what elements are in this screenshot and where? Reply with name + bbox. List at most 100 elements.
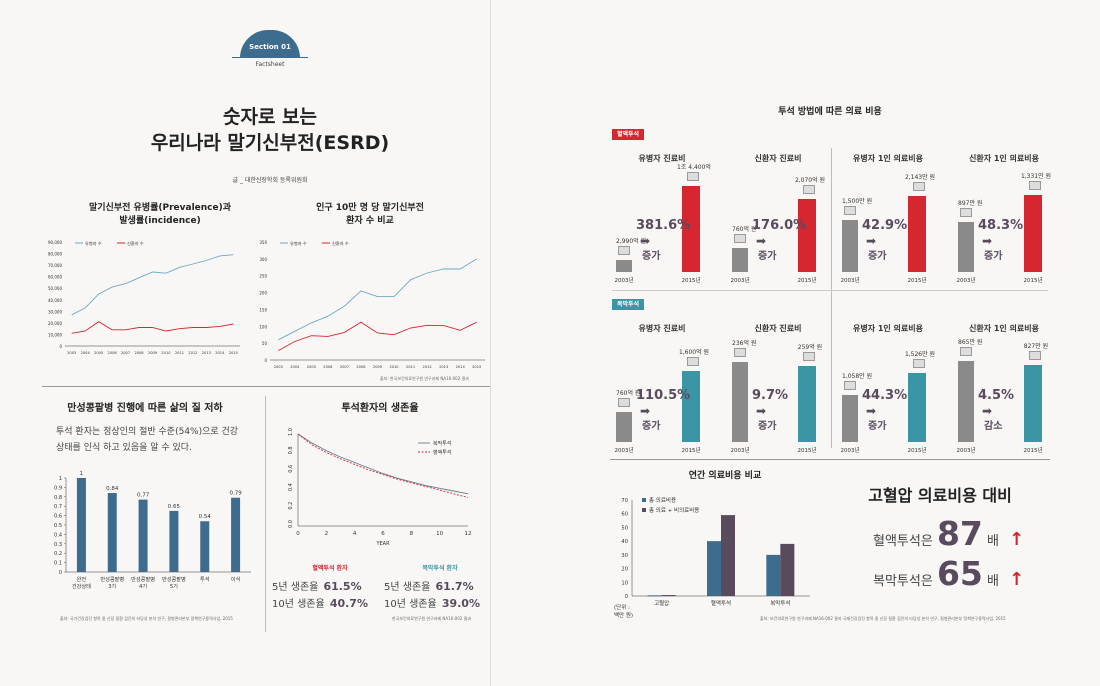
x-tick-label: 2007 bbox=[340, 365, 349, 369]
cost-group-title: 유병자 1인 의료비용 bbox=[852, 154, 924, 163]
bar-2015 bbox=[908, 373, 926, 442]
y-tick-label: 0 bbox=[59, 570, 62, 576]
document-icon bbox=[1029, 180, 1041, 190]
cost-from-value: 760억 원 bbox=[732, 225, 757, 233]
document-icon bbox=[618, 245, 630, 255]
y-tick-label: 0.5 bbox=[54, 523, 62, 529]
pd-10yr-value: 39.0% bbox=[441, 597, 480, 610]
per100k-title-line1: 인구 10만 명 당 말기신부전 bbox=[316, 203, 424, 213]
y-tick-label: 50,000 bbox=[48, 286, 62, 291]
cost-from-value: 760억 원 bbox=[616, 389, 641, 397]
y-tick-label: 60,000 bbox=[48, 275, 62, 280]
x-tick-label: 2013 bbox=[202, 351, 211, 355]
divider-left-vertical bbox=[265, 396, 266, 632]
bar-2015 bbox=[908, 196, 926, 272]
hd-10yr-label: 10년 생존율 bbox=[272, 599, 325, 610]
y-tick-label: 0.0 bbox=[288, 520, 294, 528]
hd-survival-stats: 5년 생존율 61.5% 10년 생존율 40.7% bbox=[272, 575, 372, 610]
document-icon bbox=[803, 352, 815, 362]
bar-2015 bbox=[798, 198, 816, 272]
qol-data-label: 0.65 bbox=[168, 504, 181, 510]
y-tick-label: 0.4 bbox=[288, 483, 294, 491]
document-icon bbox=[803, 184, 815, 194]
x-tick-label: 10 bbox=[436, 531, 443, 537]
x-tick-label: 2011 bbox=[175, 351, 184, 355]
x-tick-label: 2014 bbox=[215, 351, 225, 355]
qol-data-label: 0.79 bbox=[229, 491, 242, 497]
y-tick-label: 1.0 bbox=[288, 428, 294, 436]
y-tick-label: 0.6 bbox=[54, 514, 62, 520]
cost-group: 신환자 1인 의료비용 897만 원 2003년 1,331만 원 2015년 48.3%… bbox=[954, 148, 1054, 284]
ratio-pd-suffix: 배 bbox=[987, 574, 999, 589]
qol-category-label: 4기 bbox=[139, 582, 147, 590]
arrow-right-icon: ➡ bbox=[866, 234, 877, 248]
ratio-hd-value: 87 bbox=[936, 514, 983, 553]
x-tick-label: 2015 bbox=[229, 351, 238, 355]
x-tick-label: 2014 bbox=[456, 365, 466, 369]
y-tick-label: 0.2 bbox=[288, 502, 294, 510]
y-tick-label: 0.1 bbox=[54, 561, 62, 567]
y-tick-label: 70 bbox=[621, 498, 628, 504]
y-tick-label: 100 bbox=[259, 324, 267, 329]
y-tick-label: 40,000 bbox=[48, 298, 62, 303]
legend-label: 복막투석 bbox=[433, 440, 451, 447]
cost-row-divider bbox=[612, 290, 1048, 291]
document-icon bbox=[844, 206, 856, 216]
x-tick-label: 0 bbox=[296, 531, 300, 537]
arrow-right-icon: ➡ bbox=[982, 234, 993, 248]
bar-2003 bbox=[732, 362, 748, 442]
cost-from-value: 1,500만 원 bbox=[842, 198, 873, 206]
cost-group: 신환자 1인 의료비용 865만 원 2003년 827만 원 2015년 4.5% ➡ 감소 bbox=[954, 318, 1054, 454]
qol-category-label: 3기 bbox=[108, 582, 116, 590]
bar-2015 bbox=[682, 186, 700, 272]
qol-bar bbox=[231, 497, 241, 572]
page-title: 숫자로 보는 우리나라 말기신부전(ESRD) bbox=[120, 104, 420, 156]
annual-unit-label: (단위 : bbox=[614, 605, 630, 611]
bar-2015 bbox=[1024, 364, 1042, 442]
y-tick-label: 10,000 bbox=[48, 332, 62, 337]
document-icon bbox=[913, 359, 925, 369]
y-tick-label: 250 bbox=[259, 274, 267, 279]
pd-5yr-label: 5년 생존율 bbox=[384, 582, 431, 593]
pct-change: 48.3% bbox=[978, 218, 1024, 233]
annual-bar bbox=[721, 515, 735, 596]
per100k-chart: 350 300 250 200 150 100 50 0 2003 2004 2005 2006 200… bbox=[259, 240, 485, 369]
cost-to-value: 1,526만 원 bbox=[904, 351, 936, 359]
qol-category-label: 이식 bbox=[231, 575, 241, 583]
legend-swatch bbox=[642, 498, 646, 502]
year-2015-label: 2015년 bbox=[681, 278, 701, 284]
hd-5yr-value: 61.5% bbox=[323, 580, 362, 593]
hd-10yr-value: 40.7% bbox=[329, 597, 368, 610]
y-tick-label: 0 bbox=[59, 344, 62, 349]
x-tick-label: 12 bbox=[465, 531, 472, 537]
x-tick-label: 8 bbox=[410, 531, 414, 537]
document-icon bbox=[844, 380, 856, 390]
pct-change: 176.0% bbox=[752, 218, 807, 233]
y-tick-label: 0.8 bbox=[288, 446, 294, 454]
cost-vertical-divider bbox=[831, 148, 832, 448]
pd-5yr-value: 61.7% bbox=[435, 580, 474, 593]
page-title-line1: 숫자로 보는 bbox=[222, 106, 317, 128]
change-direction: 증가 bbox=[984, 251, 1003, 262]
year-2015-label: 2015년 bbox=[907, 448, 927, 454]
y-tick-label: 0.2 bbox=[54, 551, 62, 557]
year-2003-label: 2003년 bbox=[614, 278, 634, 284]
ratio-title: 고혈압 의료비용 대비 bbox=[868, 486, 1012, 505]
cost-to-value: 2,143만 원 bbox=[904, 174, 936, 182]
annual-title: 연간 의료비용 비교 bbox=[688, 471, 762, 481]
year-2015-label: 2015년 bbox=[797, 278, 817, 284]
section-tab: Section 01 bbox=[240, 30, 300, 58]
y-tick-label: 0.4 bbox=[54, 532, 62, 538]
pd-10yr-label: 10년 생존율 bbox=[384, 599, 437, 610]
year-2003-label: 2003년 bbox=[730, 278, 750, 284]
x-tick-label: 2004 bbox=[290, 365, 300, 369]
x-tick-label: 2009 bbox=[148, 351, 158, 355]
y-tick-label: 50 bbox=[621, 525, 628, 531]
page-title-line2: 우리나라 말기신부전(ESRD) bbox=[150, 132, 390, 154]
year-2015-label: 2015년 bbox=[1023, 278, 1043, 284]
per100k-chart-title: 인구 10만 명 당 말기신부전 환자 수 비교 bbox=[270, 202, 470, 228]
cost-to-value: 827만 원 bbox=[1023, 342, 1049, 350]
cost-group-title: 유병자 1인 의료비용 bbox=[852, 324, 924, 333]
